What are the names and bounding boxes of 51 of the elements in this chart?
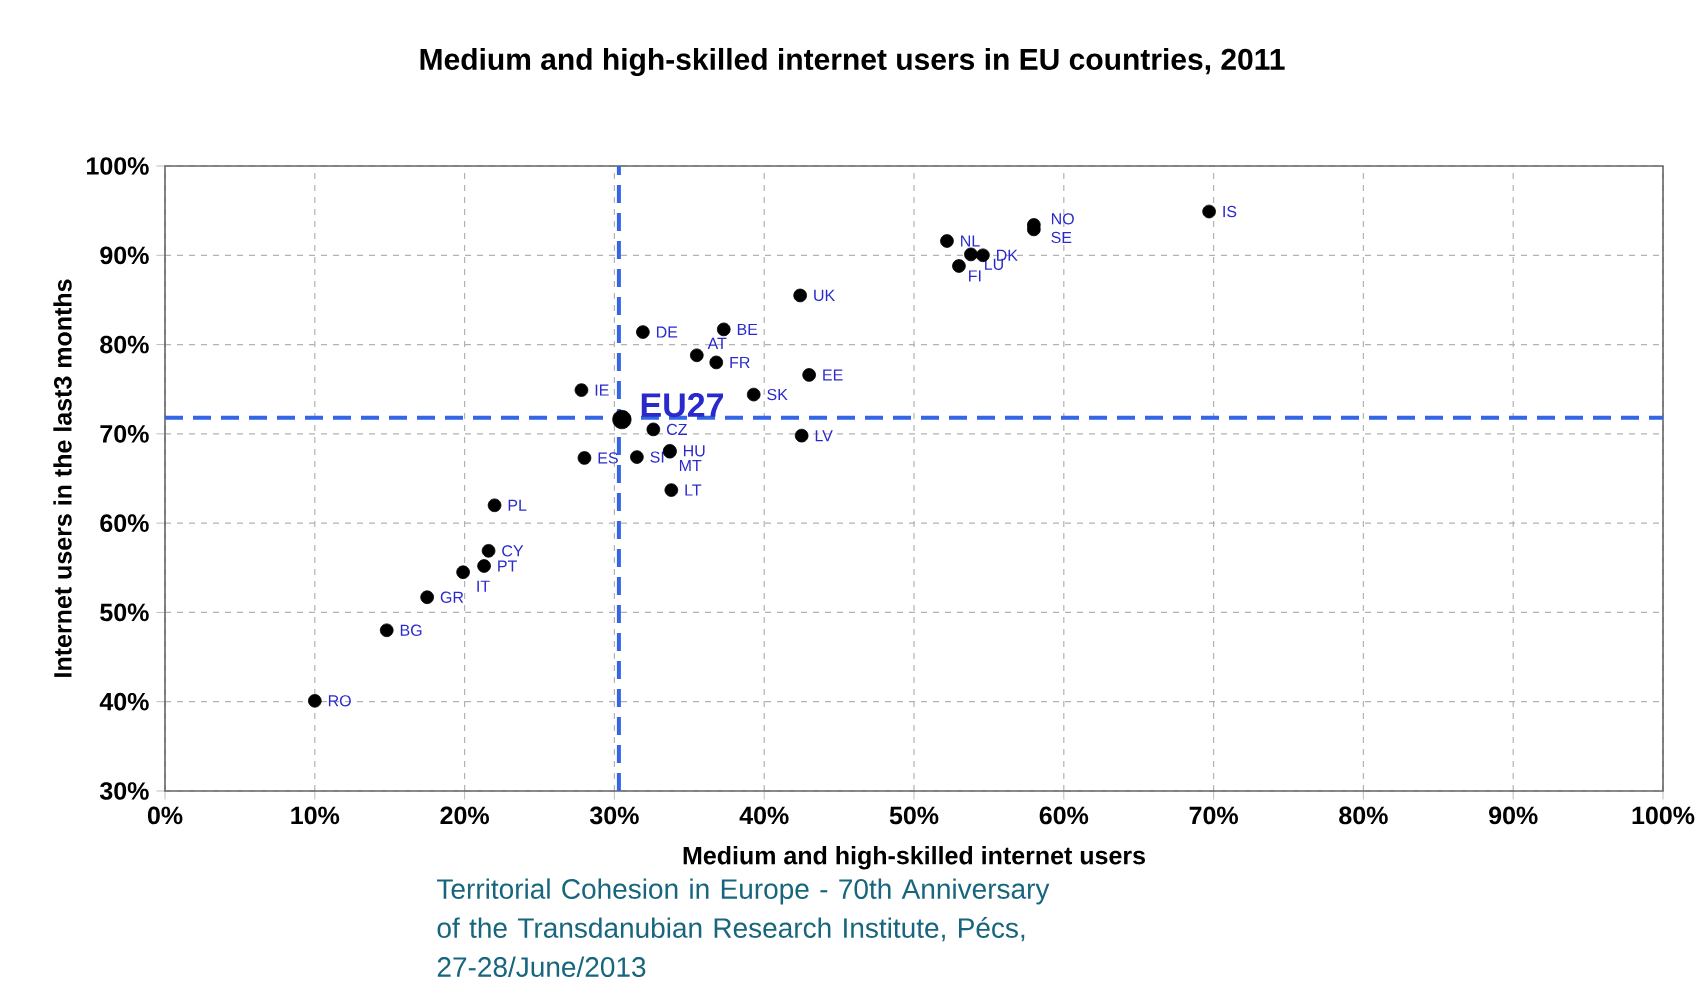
- y-tick-label: 70%: [100, 425, 149, 443]
- x-tick-label: 70%: [1189, 806, 1238, 825]
- data-label: SI: [650, 451, 664, 463]
- x-tick-label: 80%: [1339, 806, 1388, 825]
- data-label: EE: [823, 369, 843, 381]
- x-tick-label: 90%: [1489, 806, 1538, 825]
- chart-title: Medium and high-skilled internet users in EU countries, 2011: [420, 47, 1285, 77]
- y-tick-label: 40%: [99, 692, 149, 711]
- data-label: LT: [685, 484, 702, 496]
- data-label: RO: [328, 695, 351, 707]
- data-label: BE: [737, 323, 758, 335]
- data-label: UK: [814, 289, 835, 302]
- x-tick-label: 0%: [147, 806, 183, 825]
- data-label: FR: [730, 356, 750, 368]
- x-tick-label: 10%: [291, 806, 340, 825]
- x-tick-label: 30%: [589, 806, 639, 825]
- x-tick-label: 100%: [1632, 806, 1695, 825]
- data-label: HU: [683, 445, 705, 457]
- y-tick-label: 90%: [100, 246, 149, 265]
- data-label: IS: [1223, 205, 1237, 218]
- data-label: CZ: [666, 423, 687, 436]
- x-tick-label: 40%: [739, 806, 789, 825]
- x-axis-title: Medium and high-skilled internet users: [683, 846, 1145, 870]
- data-label: SK: [767, 388, 788, 401]
- y-tick-label: 80%: [100, 335, 149, 354]
- data-label: AT: [707, 337, 727, 349]
- data-label: SE: [1051, 231, 1072, 244]
- data-label: EU27: [641, 393, 724, 418]
- data-label: ES: [598, 452, 618, 464]
- data-label: FI: [969, 270, 981, 282]
- data-label: NL: [961, 235, 980, 247]
- text: Territorial Cohesion in Europe - 70th Anniversary of the Transdanubian Research Institute, Pécs, 27-28/June/2013: [437, 878, 1050, 977]
- x-tick-label: 60%: [1039, 806, 1089, 825]
- data-label: PL: [508, 499, 527, 511]
- y-axis-title: Internet users in the last3 months: [53, 279, 72, 677]
- x-tick-label: 20%: [440, 806, 489, 825]
- x-tick-label: 50%: [889, 806, 939, 825]
- data-label: PT: [498, 560, 517, 572]
- data-label: IE: [595, 384, 609, 396]
- data-label: BG: [400, 624, 422, 636]
- y-tick-label: 60%: [100, 514, 149, 532]
- data-label: LV: [815, 430, 833, 442]
- data-label: CY: [502, 545, 524, 557]
- y-tick-label: 30%: [99, 782, 149, 800]
- data-label: IT: [477, 580, 490, 592]
- data-label: DE: [656, 326, 678, 338]
- y-tick-label: 50%: [100, 603, 149, 622]
- data-label: NO: [1051, 213, 1074, 225]
- y-tick-label: 100%: [87, 157, 149, 175]
- data-label: GR: [440, 591, 464, 603]
- data-label: MT: [679, 460, 702, 472]
